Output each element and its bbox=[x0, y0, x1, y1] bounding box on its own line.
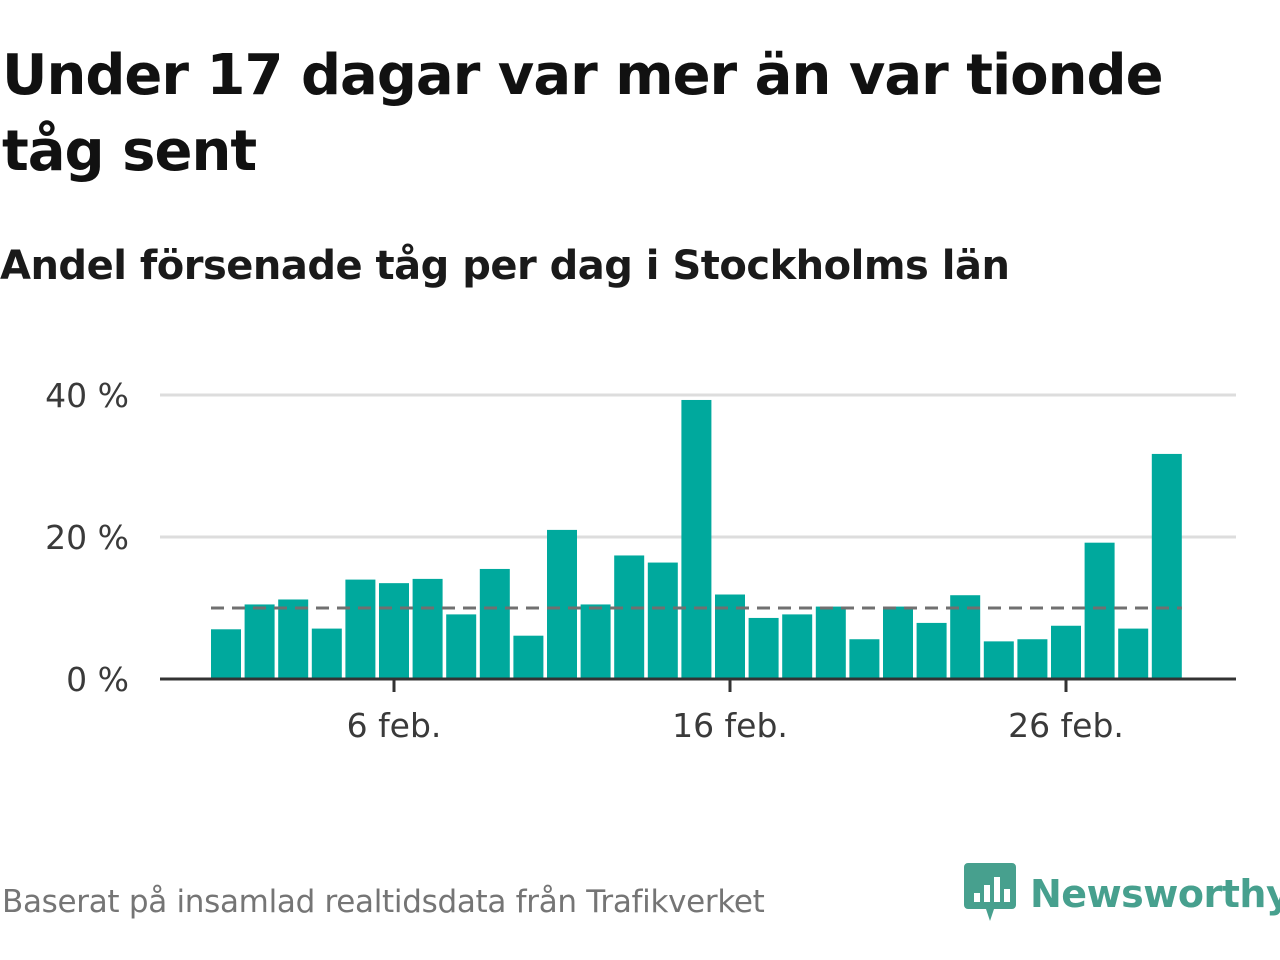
bar bbox=[849, 639, 880, 679]
bar bbox=[1118, 628, 1149, 679]
bar bbox=[547, 529, 577, 679]
y-tick-label: 0 % bbox=[66, 660, 129, 699]
bar bbox=[479, 568, 510, 679]
bar bbox=[1084, 542, 1115, 679]
y-axis-ticks: 0 % 20 % 40 % bbox=[45, 376, 129, 699]
bar bbox=[883, 606, 913, 679]
bar bbox=[1151, 453, 1182, 679]
bar bbox=[815, 606, 846, 679]
bar bbox=[379, 583, 409, 679]
bar bbox=[278, 599, 309, 679]
bar bbox=[446, 614, 477, 679]
source-note: Baserat på insamlad realtidsdata från Tr… bbox=[2, 884, 765, 920]
bars bbox=[211, 399, 1182, 679]
y-tick-label: 20 % bbox=[45, 518, 129, 557]
bar bbox=[1017, 639, 1048, 679]
bar bbox=[782, 614, 813, 679]
x-axis: 6 feb. 16 feb. 26 feb. bbox=[160, 677, 1236, 745]
y-tick-label: 40 % bbox=[45, 376, 129, 415]
brand: Newsworthy bbox=[964, 862, 1280, 926]
bar bbox=[244, 604, 275, 679]
bar bbox=[211, 629, 241, 679]
bar bbox=[916, 622, 947, 679]
bar bbox=[748, 617, 779, 679]
bar bbox=[983, 641, 1014, 679]
bar bbox=[681, 399, 712, 679]
bar bbox=[345, 579, 376, 679]
chart-title: Under 17 dagar var mer än var tionde tåg… bbox=[2, 43, 1164, 184]
x-tick-label: 16 feb. bbox=[672, 706, 788, 745]
bar bbox=[311, 628, 342, 679]
bar bbox=[513, 635, 544, 679]
bar bbox=[580, 604, 611, 679]
bar bbox=[614, 555, 645, 679]
x-tick-label: 26 feb. bbox=[1008, 706, 1124, 745]
chart-subtitle: Andel försenade tåg per dag i Stockholms… bbox=[0, 243, 1010, 289]
brand-name: Newsworthy bbox=[1030, 872, 1280, 916]
bar bbox=[412, 578, 443, 679]
x-tick-label: 6 feb. bbox=[347, 706, 442, 745]
newsworthy-bar-chart-logo-icon bbox=[964, 863, 1016, 921]
bar bbox=[647, 562, 678, 679]
bar bbox=[1051, 625, 1081, 679]
